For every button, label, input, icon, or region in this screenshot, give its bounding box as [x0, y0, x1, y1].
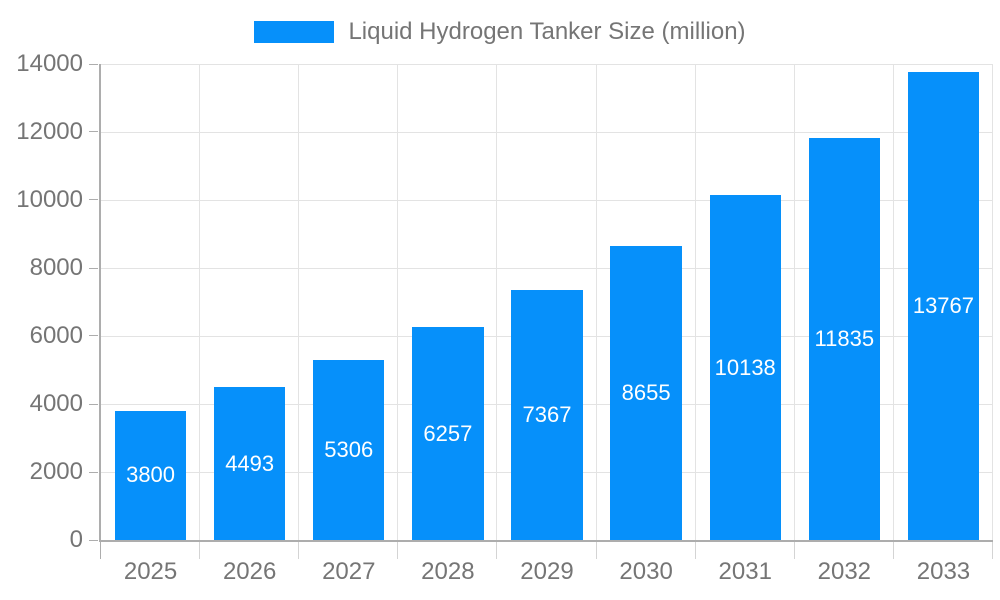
v-gridline — [298, 64, 300, 540]
x-tick-mark — [992, 542, 993, 559]
y-tick-label-12000: 12000 — [16, 118, 83, 145]
bar-2032: 11835 — [808, 137, 880, 540]
x-tick-mark — [496, 542, 498, 559]
y-tick-mark — [89, 471, 98, 473]
y-tick-label-8000: 8000 — [29, 254, 83, 281]
x-tick-label-2030: 2030 — [619, 558, 673, 585]
y-tick-label-6000: 6000 — [29, 322, 83, 349]
x-tick-label-2032: 2032 — [817, 558, 872, 585]
v-gridline — [793, 64, 795, 540]
bar-2028: 6257 — [412, 327, 484, 540]
y-tick-label-4000: 4000 — [29, 390, 83, 417]
bar-value-label-2029: 7367 — [522, 401, 572, 427]
y-tick-mark — [89, 335, 98, 337]
legend-label: Liquid Hydrogen Tanker Size (million) — [348, 18, 746, 45]
y-axis-line — [99, 64, 101, 540]
plot-area: 3800 4493 5306 6257 7367 8655 10138 11835 13767 — [99, 64, 993, 542]
x-tick-mark — [892, 542, 894, 559]
h-gridline-14000 — [101, 64, 993, 65]
y-tick-mark — [89, 403, 98, 405]
v-gridline — [397, 64, 399, 540]
legend[interactable]: Liquid Hydrogen Tanker Size (million) — [0, 18, 1000, 46]
y-tick-mark — [89, 539, 98, 541]
x-tick-label-2025: 2025 — [123, 558, 178, 585]
x-tick-mark — [298, 542, 300, 559]
bar-2031: 10138 — [709, 195, 781, 540]
v-gridline — [694, 64, 696, 540]
x-tick-mark — [199, 542, 201, 559]
bar-2027: 5306 — [313, 359, 385, 540]
x-tick-label-2027: 2027 — [322, 558, 376, 585]
bar-2026: 4493 — [213, 387, 286, 540]
y-tick-label-10000: 10000 — [16, 186, 83, 213]
h-gridline-10000 — [101, 200, 993, 201]
x-axis: 2025 2026 2027 2028 2029 2030 2031 2032 2033 — [100, 542, 993, 600]
h-gridline-12000 — [101, 132, 993, 133]
h-gridline-8000 — [101, 268, 993, 269]
x-tick-mark — [694, 542, 696, 559]
bar-value-label-2028: 6257 — [423, 420, 473, 446]
y-tick-label-14000: 14000 — [16, 50, 83, 77]
y-axis: 0 2000 4000 6000 8000 10000 12000 14000 — [0, 50, 99, 553]
x-tick-label-2026: 2026 — [222, 558, 277, 585]
v-gridline — [595, 64, 597, 540]
y-tick-mark — [89, 131, 98, 133]
x-tick-label-2028: 2028 — [421, 558, 475, 585]
bar-2029: 7367 — [511, 289, 583, 540]
v-gridline — [199, 64, 201, 540]
y-tick-mark — [89, 199, 98, 201]
bar-value-label-2032: 11835 — [814, 325, 875, 351]
x-tick-label-2033: 2033 — [916, 558, 971, 585]
y-tick-mark — [89, 267, 98, 269]
v-gridline — [992, 64, 993, 540]
bar-2033: 13767 — [907, 71, 980, 540]
x-tick-label-2029: 2029 — [520, 558, 574, 585]
x-tick-mark — [595, 542, 597, 559]
bar-value-label-2026: 4493 — [225, 450, 275, 476]
bar-value-label-2030: 8655 — [621, 379, 671, 405]
bar-value-label-2031: 10138 — [714, 354, 776, 380]
bar-2025: 3800 — [114, 410, 187, 540]
bar-value-label-2025: 3800 — [126, 462, 176, 488]
v-gridline — [496, 64, 498, 540]
v-gridline — [892, 64, 894, 540]
bar-value-label-2027: 5306 — [324, 436, 374, 462]
x-tick-mark — [397, 542, 399, 559]
y-tick-mark — [89, 63, 98, 65]
x-tick-mark — [793, 542, 795, 559]
y-tick-label-0: 0 — [69, 526, 83, 553]
bar-2030: 8655 — [610, 245, 682, 540]
x-tick-mark — [100, 542, 101, 559]
x-tick-label-2031: 2031 — [718, 558, 772, 585]
y-tick-label-2000: 2000 — [29, 458, 83, 485]
x-axis-line — [99, 540, 993, 542]
bar-value-label-2033: 13767 — [912, 292, 975, 318]
legend-swatch-icon — [254, 21, 335, 43]
